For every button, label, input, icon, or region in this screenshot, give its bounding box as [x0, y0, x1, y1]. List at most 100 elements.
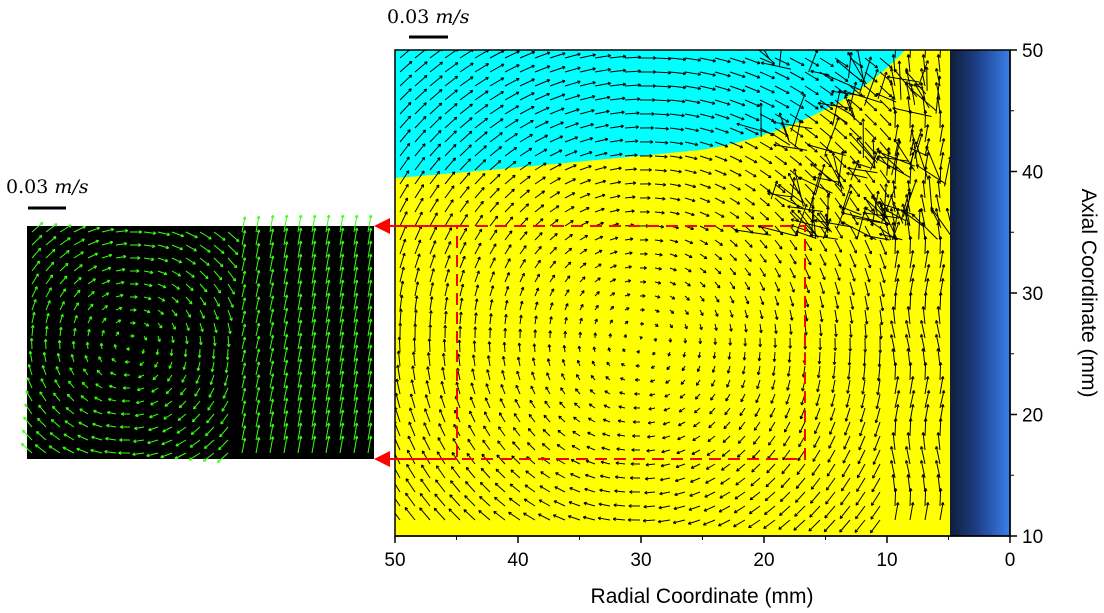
vector-arrow — [87, 303, 94, 311]
vector-arrow — [739, 407, 746, 416]
vector-arrow — [255, 322, 260, 337]
vector-arrow — [311, 253, 316, 272]
vector-arrow — [105, 437, 117, 441]
vector-arrow — [28, 364, 33, 376]
vector-arrow — [684, 85, 701, 90]
vector-arrow — [31, 286, 38, 298]
vector-arrow — [255, 335, 260, 350]
vector-arrow — [695, 393, 701, 400]
vector-arrow — [789, 99, 804, 109]
vector-arrow — [579, 193, 591, 199]
vector-arrow — [879, 239, 887, 255]
vector-arrow — [808, 50, 818, 73]
vector-arrow — [208, 387, 215, 398]
vector-arrow — [615, 462, 626, 465]
vector-arrow — [555, 472, 566, 479]
vector-arrow — [221, 400, 229, 412]
vector-arrow — [545, 386, 551, 395]
vector-arrow — [879, 155, 891, 169]
vector-arrow — [864, 127, 877, 140]
vector-arrow — [283, 398, 288, 415]
vector-arrow — [699, 211, 710, 217]
vector-arrow — [429, 75, 443, 87]
vector-arrow — [184, 348, 187, 357]
vector-arrow — [269, 215, 274, 233]
vector-arrow — [444, 171, 456, 185]
y-axis-label: Axial Coordinate (mm) — [1077, 189, 1100, 398]
vector-arrow — [819, 239, 827, 252]
vector-arrow — [511, 455, 521, 465]
vector-arrow — [609, 111, 625, 115]
vector-arrow — [213, 309, 219, 320]
vector-arrow — [180, 387, 187, 396]
svg-text:0.03 m/s: 0.03 m/s — [6, 176, 89, 198]
vector-arrow — [693, 421, 701, 428]
vector-arrow — [810, 163, 842, 188]
vector-arrow — [559, 401, 566, 409]
vector-arrow — [589, 389, 596, 395]
vector-arrow — [855, 505, 866, 520]
vector-arrow — [199, 335, 202, 345]
vector-arrow — [399, 170, 410, 185]
vector-arrow — [743, 351, 746, 361]
vector-arrow — [647, 435, 656, 438]
vector-arrow — [834, 253, 842, 267]
vector-arrow — [427, 366, 431, 381]
vector-arrow — [31, 299, 37, 311]
vector-arrow — [549, 52, 566, 59]
vector-arrow — [714, 281, 721, 289]
vector-arrow — [750, 477, 761, 487]
vector-arrow — [774, 309, 778, 320]
vector-arrow — [325, 383, 330, 402]
vector-arrow — [834, 295, 839, 309]
vector-arrow — [241, 284, 246, 298]
vector-arrow — [863, 69, 879, 106]
vector-arrow — [905, 446, 911, 465]
vector-arrow — [804, 253, 812, 266]
vector-arrow — [817, 365, 821, 378]
vector-arrow — [847, 379, 851, 394]
vector-arrow — [211, 361, 215, 372]
vector-arrow — [199, 244, 211, 253]
vector-arrow — [809, 234, 838, 240]
vector-arrow — [864, 309, 868, 325]
vector-arrow — [269, 269, 274, 285]
vector-arrow — [76, 448, 89, 454]
vector-arrow — [774, 85, 790, 94]
vector-arrow — [901, 188, 911, 220]
vector-arrow — [269, 436, 274, 454]
vector-arrow — [255, 283, 260, 298]
vector-arrow — [560, 387, 566, 395]
vector-arrow — [45, 274, 54, 285]
vector-arrow — [834, 85, 849, 97]
vector-arrow — [255, 270, 260, 285]
vector-arrow — [558, 415, 566, 423]
vector-arrow — [353, 383, 358, 402]
vector-arrow — [241, 400, 246, 415]
vector-arrow — [729, 127, 744, 135]
vector-arrow — [443, 339, 446, 353]
vector-arrow — [269, 228, 274, 246]
vector-arrow — [879, 127, 892, 141]
vector-arrow — [36, 431, 47, 441]
vector-arrow — [711, 379, 716, 387]
vector-arrow — [398, 336, 401, 353]
vector-arrow — [726, 379, 731, 388]
vector-arrow — [924, 166, 927, 185]
vector-arrow — [157, 283, 167, 289]
vector-arrow — [87, 278, 96, 285]
vector-arrow — [849, 323, 852, 338]
vector-arrow — [213, 231, 226, 241]
vector-arrow — [819, 105, 848, 124]
vector-arrow — [459, 172, 471, 185]
vector-arrow — [864, 281, 870, 297]
vector-arrow — [925, 145, 942, 183]
vector-arrow — [157, 244, 169, 249]
vector-arrow — [804, 155, 817, 167]
vector-arrow — [761, 62, 791, 70]
vector-arrow — [213, 335, 216, 346]
vector-arrow — [909, 264, 915, 283]
vector-arrow — [474, 228, 483, 241]
vector-arrow — [227, 257, 238, 269]
vector-arrow — [828, 435, 836, 449]
